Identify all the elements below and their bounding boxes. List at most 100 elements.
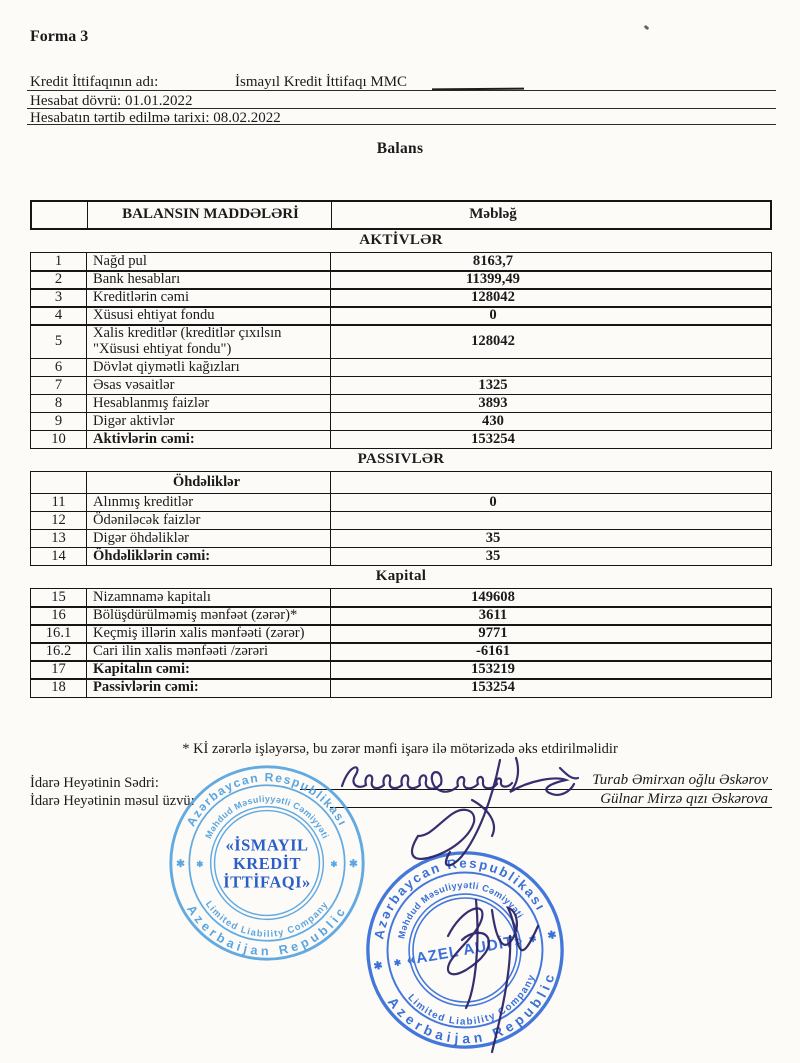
row-amount bbox=[331, 472, 771, 493]
stamp2-outer-bottom-text: Azerbaijan Republic bbox=[384, 966, 569, 1060]
svg-text:Limited Liability Company: Limited Liability Company bbox=[204, 899, 330, 939]
table-row: 15 Nizamnamə kapitalı 149608 bbox=[30, 588, 772, 608]
stamp2-inner-top-text: Məhdud Məsuliyyətli Cəmiyyəti bbox=[388, 870, 526, 941]
table-row: 4 Xüsusi ehtiyat fondu 0 bbox=[30, 306, 772, 326]
stamp2-inner-bottom-text: Limited Liability Company bbox=[404, 971, 544, 1039]
scan-speck bbox=[643, 24, 650, 31]
svg-text:Azerbaijan Republic: Azerbaijan Republic bbox=[384, 966, 569, 1060]
row-number: 16 bbox=[31, 607, 87, 625]
table-row: 5 Xalis kreditlər (kreditlər çıxılsın "Xü… bbox=[30, 324, 772, 359]
row-label: Alınmış kreditlər bbox=[87, 493, 331, 511]
table-row: 17 Kapitalın cəmi: 153219 bbox=[30, 660, 772, 680]
member-name: Gülnar Mirzə qızı Əskərova bbox=[600, 791, 768, 807]
row-amount: -6161 bbox=[475, 643, 511, 659]
svg-text:Limited Liability Company: Limited Liability Company bbox=[404, 971, 544, 1039]
chairman-name: Turab Əmirxan oğlu Əskərov bbox=[592, 772, 768, 788]
star-icon: ✱ bbox=[528, 933, 538, 944]
table-row: 14 Öhdəliklərin cəmi: 35 bbox=[30, 546, 772, 566]
row-amount: 128042 bbox=[471, 332, 515, 349]
row-label: Bank hesabları bbox=[87, 271, 331, 289]
row-amount: 153254 bbox=[471, 679, 515, 695]
row-amount: 0 bbox=[489, 493, 497, 510]
row-number: 17 bbox=[31, 661, 87, 679]
star-icon: ✱ bbox=[196, 859, 204, 869]
row-amount: 3611 bbox=[478, 607, 508, 623]
star-icon: ✱ bbox=[349, 858, 358, 870]
table-row: 16.2 Cari ilin xalis mənfəəti /zərəri -616… bbox=[30, 642, 772, 662]
form-number: Forma 3 bbox=[30, 28, 89, 45]
row-label: Aktivlərin cəmi: bbox=[87, 430, 331, 448]
row-label: Cari ilin xalis mənfəəti /zərəri bbox=[87, 643, 331, 661]
row-label: Öhdəliklər bbox=[87, 472, 331, 493]
stamp2-center-text: «AZEL AUDİT» bbox=[405, 932, 524, 969]
row-amount: 149608 bbox=[471, 589, 515, 605]
row-label: Kreditlərin cəmi bbox=[87, 289, 331, 307]
row-label: Kapitalın cəmi: bbox=[87, 661, 331, 679]
signature-ink-icon bbox=[340, 756, 580, 1054]
header-items-cell: BALANSIN MADDƏLƏRİ bbox=[88, 202, 332, 228]
row-amount: 153219 bbox=[471, 661, 515, 677]
footnote: * Kİ zərərlə işləyərsə, bu zərər mənfi i… bbox=[182, 741, 618, 757]
document-title: Balans bbox=[376, 140, 424, 157]
table-row: 7 Əsas vəsaitlər 1325 bbox=[30, 375, 772, 395]
round-stamp-icon: Azərbaycan Respublikası Azerbaijan Repub… bbox=[360, 841, 569, 1060]
row-amount: 128042 bbox=[471, 289, 515, 305]
table-section-header: Kapital bbox=[375, 568, 427, 584]
table-row: 10 Aktivlərin cəmi: 153254 bbox=[30, 429, 772, 449]
row-number: 1 bbox=[31, 253, 87, 271]
row-label: Əsas vəsaitlər bbox=[87, 376, 331, 394]
row-number: 4 bbox=[31, 307, 87, 325]
header-rule-2 bbox=[27, 108, 776, 109]
row-label: Hesablanmış faizlər bbox=[87, 394, 331, 412]
stamp1-outer-bottom-text: Azerbaijan Republic bbox=[184, 903, 346, 959]
row-number: 3 bbox=[31, 289, 87, 307]
row-number bbox=[31, 472, 87, 493]
row-label: Digər öhdəliklər bbox=[87, 529, 331, 547]
round-stamp-icon: Azərbaycan Respublikası Azerbaijan Repub… bbox=[169, 765, 365, 961]
table-row: 2 Bank hesabları 11399,49 bbox=[30, 270, 772, 290]
star-icon: ✱ bbox=[393, 957, 403, 968]
star-icon: ✱ bbox=[330, 859, 338, 869]
row-label: Ödəniləcək faizlər bbox=[87, 511, 331, 529]
chairman-signature-line bbox=[300, 789, 772, 790]
stamp2-outer-top-text: Azərbaycan Respublikası bbox=[360, 841, 550, 943]
balance-table-rows: AKTİVLƏR 1 Nağd pul 8163,7 2 Bank hesabları 11… bbox=[30, 230, 772, 698]
row-number: 16.2 bbox=[31, 643, 87, 661]
row-amount: 9771 bbox=[478, 625, 508, 641]
table-row: 3 Kreditlərin cəmi 128042 bbox=[30, 288, 772, 308]
table-row: 1 Nağd pul 8163,7 bbox=[30, 252, 772, 272]
header-rule-1 bbox=[27, 90, 776, 91]
row-number: 8 bbox=[31, 394, 87, 412]
member-label: İdarə Heyətinin məsul üzvü: bbox=[30, 793, 195, 809]
table-section-header: AKTİVLƏR bbox=[359, 232, 443, 248]
header-rule-3 bbox=[27, 124, 776, 125]
row-label: Passivlərin cəmi: bbox=[87, 679, 331, 697]
row-number: 11 bbox=[31, 493, 87, 511]
row-amount: 3893 bbox=[478, 394, 508, 411]
row-number: 7 bbox=[31, 376, 87, 394]
row-label: Nizamnamə kapitalı bbox=[87, 589, 331, 607]
member-signature-line bbox=[330, 807, 772, 808]
row-amount: 430 bbox=[482, 412, 504, 429]
stamp1-outer-top-text: Azərbaycan Respublikası bbox=[184, 770, 349, 829]
table-section-header: PASSIVLƏR bbox=[357, 451, 445, 467]
table-row: 13 Digər öhdəliklər 35 bbox=[30, 528, 772, 548]
star-icon: ✱ bbox=[176, 858, 185, 870]
stamp1-inner-bottom-text: Limited Liability Company bbox=[204, 899, 329, 939]
row-amount: 153254 bbox=[471, 430, 515, 447]
row-amount: 8163,7 bbox=[472, 253, 514, 269]
table-row: 8 Hesablanmış faizlər 3893 bbox=[30, 393, 772, 413]
row-amount: 35 bbox=[485, 529, 501, 546]
svg-text:Məhdud Məsuliyyətli Cəmiyyəti: Məhdud Məsuliyyətli Cəmiyyəti bbox=[388, 870, 526, 941]
row-label: Xalis kreditlər (kreditlər çıxılsın "Xüs… bbox=[87, 325, 331, 358]
table-row: Öhdəliklər bbox=[30, 471, 772, 494]
row-amount: 35 bbox=[485, 547, 501, 564]
star-icon: ✱ bbox=[547, 929, 558, 942]
row-label: Digər aktivlər bbox=[87, 412, 331, 430]
report-period-line: Hesabat dövrü: 01.01.2022 bbox=[30, 93, 193, 109]
row-number: 10 bbox=[31, 430, 87, 448]
table-row: 11 Alınmış kreditlər 0 bbox=[30, 492, 772, 512]
row-amount: 0 bbox=[489, 307, 497, 323]
row-number: 2 bbox=[31, 271, 87, 289]
